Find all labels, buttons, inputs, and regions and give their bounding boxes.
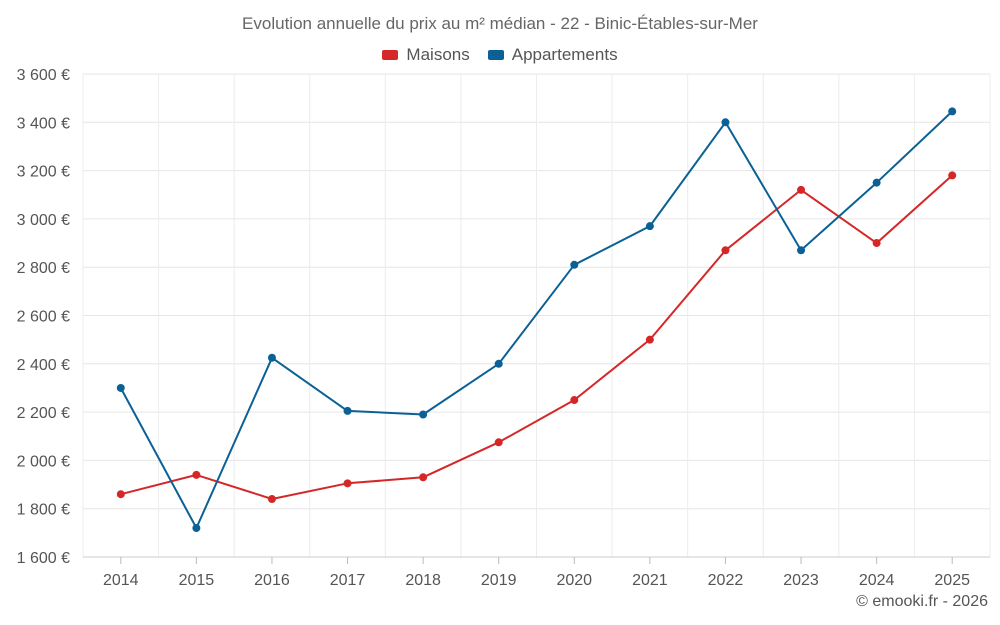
data-point-maisons-2019 [494,438,503,447]
data-point-maisons-2020 [570,396,579,405]
legend-swatch-appartements [487,50,504,60]
x-tick-label: 2020 [556,572,592,589]
x-tick-label: 2021 [632,572,668,589]
data-point-maisons-2025 [948,171,957,180]
chart-title: Evolution annuelle du prix au m² médian … [242,14,758,33]
data-point-appartements-2022 [721,118,730,127]
x-tick-label: 2023 [783,572,819,589]
legend-swatch-maisons [382,50,399,60]
x-tick-label: 2018 [405,572,441,589]
x-tick-label: 2015 [179,572,215,589]
data-point-appartements-2014 [116,383,125,392]
data-point-maisons-2022 [721,246,730,255]
x-tick-label: 2014 [103,572,139,589]
copyright-notice: © emooki.fr - 2026 [856,593,988,610]
data-point-appartements-2025 [948,107,957,116]
data-point-appartements-2020 [570,260,579,269]
data-point-maisons-2018 [419,473,428,482]
data-point-maisons-2015 [192,470,201,479]
x-tick-label: 2022 [708,572,744,589]
data-point-appartements-2017 [343,406,352,415]
x-tick-label: 2024 [859,572,895,589]
series-line-appartements [119,110,953,529]
y-tick-label: 1 800 € [17,502,70,519]
y-tick-label: 3 600 € [17,67,70,84]
data-point-maisons-2014 [116,490,125,499]
legend: Maisons Appartements [0,45,1000,65]
y-tick-label: 1 600 € [17,550,70,567]
legend-label-maisons: Maisons [406,45,470,64]
data-point-appartements-2021 [645,222,654,231]
data-point-maisons-2024 [872,239,881,248]
data-point-appartements-2023 [797,246,806,255]
y-tick-label: 3 400 € [17,115,70,132]
data-point-maisons-2023 [797,185,806,194]
y-tick-label: 3 000 € [17,212,70,229]
series-line-maisons [120,174,953,500]
y-tick-label: 2 400 € [17,357,70,374]
y-tick-label: 2 200 € [17,405,70,422]
y-tick-label: 2 000 € [17,453,70,470]
data-point-maisons-2017 [343,479,352,488]
x-tick-label: 2025 [934,572,970,589]
legend-label-appartements: Appartements [511,45,618,64]
legend-item-appartements[interactable]: Appartements [487,45,618,65]
data-point-appartements-2024 [872,178,881,187]
data-point-appartements-2015 [192,524,201,533]
data-point-maisons-2016 [267,495,276,504]
y-tick-label: 2 800 € [17,260,70,277]
y-tick-label: 3 200 € [17,164,70,181]
x-tick-label: 2016 [254,572,290,589]
data-point-appartements-2018 [419,410,428,419]
legend-item-maisons[interactable]: Maisons [382,45,470,65]
data-point-appartements-2016 [267,353,276,362]
x-tick-label: 2019 [481,572,517,589]
x-tick-label: 2017 [330,572,366,589]
y-tick-label: 2 600 € [17,309,70,326]
data-point-appartements-2019 [494,359,503,368]
data-point-maisons-2021 [645,335,654,344]
